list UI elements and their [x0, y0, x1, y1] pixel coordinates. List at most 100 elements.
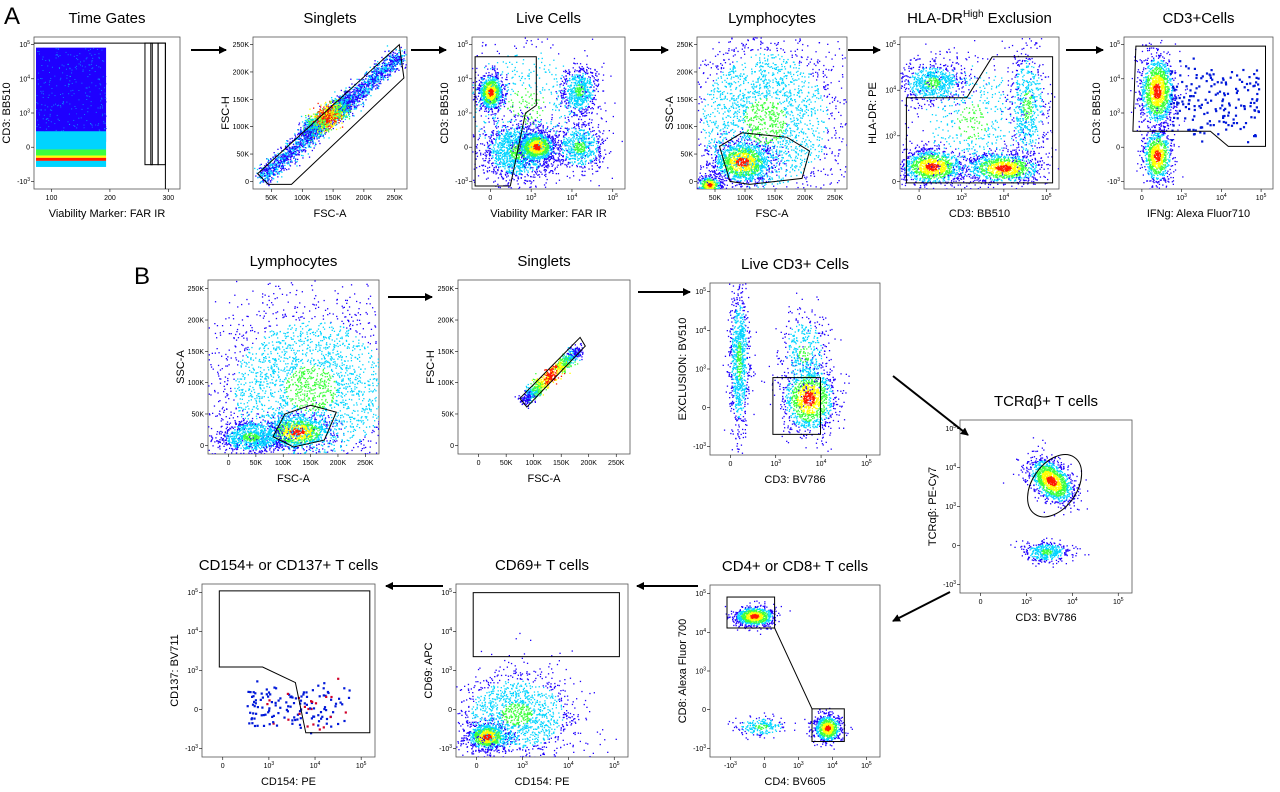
gate-singlets	[519, 336, 586, 408]
plot-title: Live CD3+ Cells	[741, 256, 849, 273]
x-tick-label: 50K	[250, 460, 263, 467]
x-tick-label: 100	[46, 195, 58, 202]
y-tick-label: 104	[187, 627, 198, 636]
y-tick-label: 0	[450, 443, 454, 450]
y-tick-label: 0	[702, 707, 706, 714]
gate-layer	[905, 56, 1054, 184]
gating-arrow	[892, 591, 951, 622]
x-tick-label: 104	[827, 761, 838, 770]
gate-cd69-t-cells	[472, 592, 620, 658]
event-dots	[722, 283, 850, 454]
y-tick-label: 0	[200, 443, 204, 450]
y-tick-label: 0	[26, 145, 30, 152]
gate-cd4-	[811, 708, 845, 743]
plot-title: Singlets	[303, 10, 356, 27]
y-tick-label: 200K	[677, 69, 694, 76]
plot-title: CD4+ or CD8+ T cells	[722, 558, 868, 575]
x-tick-label: 150K	[302, 460, 319, 467]
y-tick-label: 103	[187, 666, 198, 675]
y-tick-label: 200K	[438, 318, 455, 325]
x-tick-label: 0	[221, 763, 225, 770]
x-tick-label: 105	[1113, 597, 1124, 606]
y-tick-label: 104	[885, 86, 896, 95]
x-tick-label: 150K	[767, 195, 784, 202]
y-tick-label: 100K	[233, 124, 250, 131]
y-tick-label: 104	[1109, 74, 1120, 83]
x-tick-label: 100K	[294, 195, 311, 202]
x-axis-label: Viability Marker: FAR IR	[490, 208, 607, 220]
plot-title: Lymphocytes	[728, 10, 816, 27]
x-tick-label: 0	[979, 599, 983, 606]
x-axis-label: Viability Marker: FAR IR	[49, 208, 166, 220]
y-tick-label: 103	[695, 365, 706, 374]
density-band	[36, 47, 107, 142]
y-tick-label: 105	[695, 287, 706, 296]
x-tick-label: 104	[567, 193, 578, 202]
x-tick-label: 150K	[553, 460, 570, 467]
y-tick-label: 104	[945, 463, 956, 472]
x-tick-label: 0	[475, 763, 479, 770]
y-tick-label: 150K	[188, 349, 205, 356]
plot-a1: Time Gates 100 200 300 105 104 103 0 -103 Viabili…	[1, 10, 181, 220]
panel-label-b: B	[134, 263, 150, 290]
event-dots	[514, 343, 584, 409]
plot-b2: Singlets 0 50K 100K 150K 200K 250K 250K 200K 150K…	[425, 253, 631, 485]
gate-singlets	[256, 43, 405, 185]
y-tick-label: 0	[1116, 145, 1120, 152]
gate-cd8-	[726, 596, 776, 629]
x-axis-label: CD3: BV786	[1015, 612, 1076, 624]
event-dots	[724, 600, 853, 750]
gate-time-gates	[157, 42, 166, 166]
y-axis-label: EXCLUSION: BV510	[677, 318, 689, 421]
y-axis-label: CD3: BB510	[439, 82, 451, 143]
y-axis-label: TCRαβ: PE-Cy7	[927, 467, 939, 546]
gate-layer	[472, 592, 620, 658]
x-tick-label: 100K	[275, 460, 292, 467]
plot-a3: Live Cells 0 103 104 105 105 104 103 0 -103 Viabil…	[439, 10, 626, 220]
y-tick-label: 104	[695, 628, 706, 637]
gating-arrows	[191, 46, 1104, 622]
gate-layer	[218, 590, 371, 734]
x-tick-label: 104	[816, 459, 827, 468]
gate-layer	[256, 43, 405, 185]
gating-arrow	[892, 375, 969, 436]
gate-layer	[34, 42, 166, 189]
y-tick-label: 0	[194, 707, 198, 714]
y-tick-label: 0	[689, 179, 693, 186]
gate-layer	[1132, 45, 1266, 147]
y-tick-label: -103	[693, 442, 706, 451]
x-axis-label: CD154: PE	[514, 776, 569, 788]
y-tick-label: 105	[885, 40, 896, 49]
x-tick-label: 103	[526, 193, 537, 202]
plot-frame	[457, 279, 631, 455]
y-tick-label: 150K	[438, 349, 455, 356]
plot-b6: CD69+ T cells 0 103 104 105 105 104 103 0 -103 CD1…	[423, 557, 629, 788]
x-tick-label: 100K	[526, 460, 543, 467]
gate-hla-dr-high-exclusion	[905, 56, 1054, 184]
y-tick-label: 100K	[677, 124, 694, 131]
y-tick-label: 104	[19, 74, 30, 83]
y-tick-label: 105	[695, 589, 706, 598]
y-tick-label: -103	[1107, 177, 1120, 186]
y-tick-label: 103	[945, 502, 956, 511]
y-tick-label: -103	[185, 744, 198, 753]
x-axis-label: IFNg: Alexa Fluor710	[1147, 208, 1250, 220]
y-tick-label: 250K	[233, 42, 250, 49]
x-tick-label: -103	[724, 761, 737, 770]
event-dots	[1130, 39, 1261, 189]
plot-title: HLA-DRHigh Exclusion	[907, 9, 1052, 27]
x-tick-label: 50K	[500, 460, 513, 467]
x-tick-label: 105	[861, 459, 872, 468]
x-tick-label: 0	[762, 763, 766, 770]
y-tick-label: 50K	[442, 411, 455, 418]
y-tick-label: -103	[693, 744, 706, 753]
y-tick-label: 200K	[233, 69, 250, 76]
y-tick-label: 0	[245, 179, 249, 186]
gate-layer	[718, 132, 811, 185]
plot-title: Singlets	[517, 253, 570, 270]
y-tick-label: 50K	[681, 152, 694, 159]
x-axis-label: CD4: BV605	[764, 776, 825, 788]
density-band	[36, 160, 107, 167]
event-dots	[36, 47, 108, 167]
x-tick-label: 103	[517, 761, 528, 770]
